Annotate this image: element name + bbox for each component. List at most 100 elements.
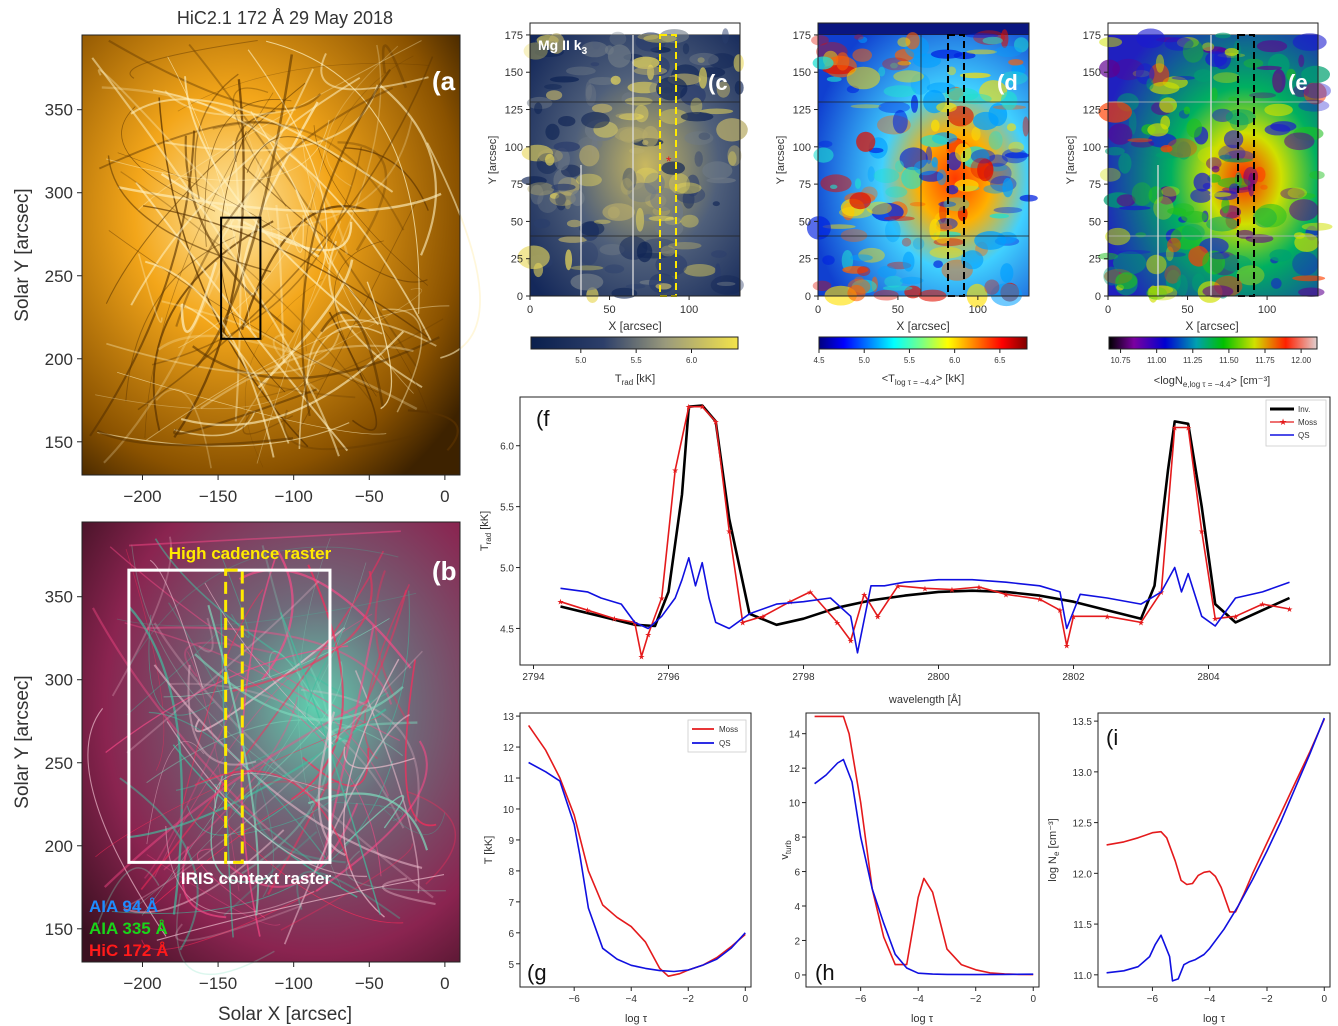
texture-blob xyxy=(660,245,676,257)
loop-strand xyxy=(181,589,264,810)
moss-point: ★ xyxy=(645,631,652,640)
x-tick-label: 50 xyxy=(892,304,904,316)
texture-blob xyxy=(570,190,585,207)
loop-strand xyxy=(87,708,167,937)
texture-blob xyxy=(632,56,660,69)
loop-strand xyxy=(241,664,332,875)
loop-strand xyxy=(334,801,404,822)
loop-strand xyxy=(207,604,260,916)
texture-blob xyxy=(1292,275,1326,282)
texture-blob xyxy=(553,147,570,171)
y-tick-label: 0 xyxy=(517,291,523,303)
texture-blob xyxy=(602,203,635,221)
texture-blob xyxy=(1205,51,1228,67)
texture-blob xyxy=(680,214,699,228)
texture-blob xyxy=(957,206,968,222)
y-tick-label: 100 xyxy=(1083,142,1101,154)
texture-blob xyxy=(1289,199,1319,221)
moss-point: ★ xyxy=(807,588,814,597)
panel-g-plot: −6 −4 −2 0 5 6 7 8 9 10 11 12 13 xyxy=(503,712,749,1005)
y-tick-label: 13.0 xyxy=(1073,768,1093,779)
loop-strand xyxy=(297,199,418,433)
texture-blob xyxy=(965,33,999,38)
texture-blob xyxy=(947,66,957,76)
texture-blob xyxy=(1303,82,1327,105)
loop-strand xyxy=(198,617,214,653)
moss-point: ★ xyxy=(874,612,881,621)
colorbar-d xyxy=(818,336,1028,350)
texture-blob xyxy=(929,218,941,241)
texture-blob xyxy=(674,182,702,194)
loop-strand xyxy=(237,590,410,835)
y-tick-label: 250 xyxy=(45,267,73,286)
panel-letter-d: (d xyxy=(997,70,1018,95)
texture-blob xyxy=(1008,59,1024,66)
loop-strand xyxy=(178,145,327,349)
panel-e-axes: 0 25 50 75 100 125 150 175 0 50 100 xyxy=(1083,30,1277,316)
texture-blob xyxy=(1147,123,1169,137)
panel-letter-b: (b xyxy=(432,556,457,586)
texture-blob xyxy=(999,71,1028,85)
texture-blob xyxy=(1202,46,1227,54)
texture-blob xyxy=(585,81,592,100)
high-cadence-box xyxy=(224,568,244,864)
texture-blob xyxy=(944,87,979,102)
texture-blob xyxy=(1193,69,1213,82)
legend-hic172: HiC 172 Å xyxy=(89,941,168,960)
texture-blob xyxy=(1131,182,1153,206)
texture-blob xyxy=(716,281,736,286)
texture-blob xyxy=(1245,234,1274,243)
moss-point: ★ xyxy=(1063,642,1070,651)
texture-blob xyxy=(1302,82,1331,99)
texture-blob xyxy=(620,178,633,195)
texture-blob xyxy=(1284,132,1315,151)
colorbar-tick-label: 4.5 xyxy=(813,356,825,365)
texture-blob xyxy=(990,283,1023,307)
texture-blob xyxy=(936,169,947,186)
texture-blob xyxy=(1002,177,1013,198)
texture-blob xyxy=(614,126,648,142)
texture-blob xyxy=(610,75,621,85)
texture-blob xyxy=(835,52,850,71)
panel-g-frame xyxy=(519,712,752,988)
texture-blob xyxy=(1183,106,1191,115)
texture-blob xyxy=(585,84,597,106)
loop-strand xyxy=(168,682,405,829)
x-tick-label: −150 xyxy=(199,974,237,993)
texture-blob xyxy=(1181,210,1208,223)
y-tick-label: 175 xyxy=(505,30,523,42)
texture-blob xyxy=(1269,249,1292,262)
texture-blob xyxy=(1115,272,1138,290)
panel-h-frame xyxy=(805,712,1040,988)
texture-blob xyxy=(977,158,994,182)
y-tick-label: 350 xyxy=(45,588,73,607)
texture-blob xyxy=(971,127,981,141)
y-tick-label: 100 xyxy=(793,142,811,154)
loop-strand xyxy=(363,583,411,760)
loop-strand xyxy=(334,240,384,397)
y-tick-label: 150 xyxy=(1083,67,1101,79)
y-tick-label: 6.0 xyxy=(500,442,514,453)
x-tick-label: 2798 xyxy=(792,672,815,683)
loop-strand xyxy=(133,562,367,909)
colorbar-tick-label: 11.00 xyxy=(1147,356,1167,365)
loop-strand xyxy=(125,548,165,771)
panel-f-xlabel: wavelength [Å] xyxy=(888,693,961,706)
y-tick-label: 125 xyxy=(1083,105,1101,117)
legend-g-qs: QS xyxy=(719,739,731,748)
loop-strand xyxy=(192,336,440,380)
loop-strand xyxy=(204,99,292,247)
moss-point: ★ xyxy=(1259,600,1266,609)
moss-point: ★ xyxy=(1171,423,1178,432)
x-tick-label: 0 xyxy=(1105,304,1111,316)
texture-blob xyxy=(1219,154,1232,160)
loop-strand xyxy=(173,388,317,435)
texture-blob xyxy=(884,275,903,288)
moss-point: ★ xyxy=(921,584,928,593)
loop-strand xyxy=(200,344,414,410)
texture-blob xyxy=(882,285,913,291)
map-c-texture xyxy=(517,28,748,303)
texture-blob xyxy=(966,49,998,55)
loop-strand xyxy=(246,136,343,173)
